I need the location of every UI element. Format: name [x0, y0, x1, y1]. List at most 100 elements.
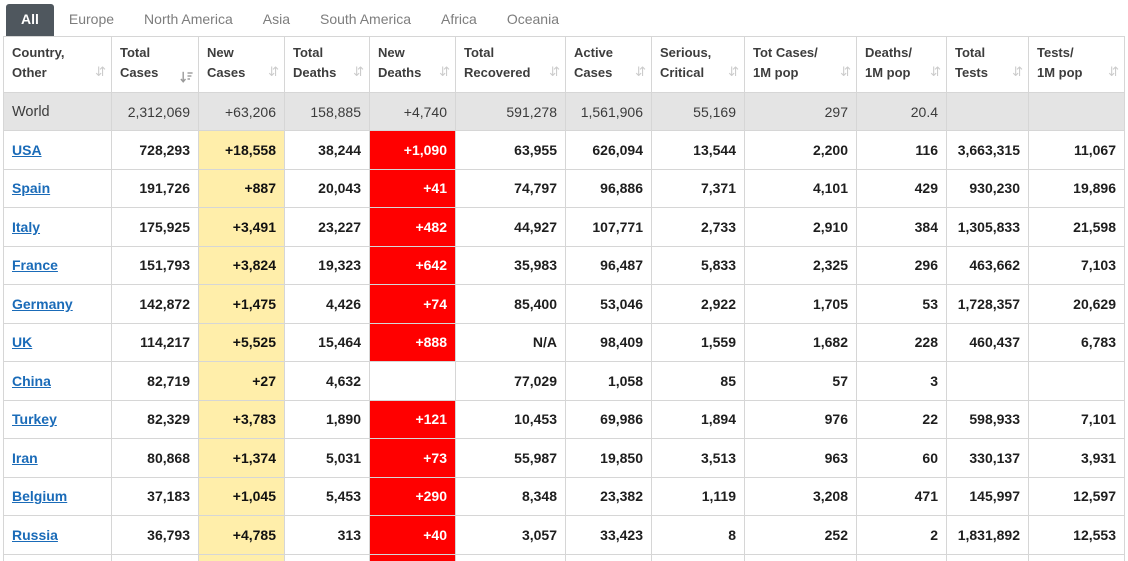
column-header-serious-critical[interactable]: Serious, Critical ⇵: [651, 36, 745, 93]
cell-total-cases: 36,793: [111, 515, 199, 555]
tab-south-america[interactable]: South America: [319, 11, 412, 27]
cell-total-cases: 82,719: [111, 361, 199, 401]
table-header: Country, Other ⇵ Total Cases New Cases ⇵ Total De…: [3, 36, 1125, 93]
cell-total-deaths: 38,244: [284, 130, 370, 170]
country-row: USA 728,293 +18,558 38,244 +1,090 63,955 626,0…: [3, 130, 1125, 170]
cell-total-tests: [946, 92, 1029, 131]
country-link-italy[interactable]: Italy: [12, 218, 41, 235]
cell-tests-per-1m: 19,896: [1028, 168, 1125, 208]
column-header-active-cases[interactable]: Active Cases ⇵: [565, 36, 652, 93]
tab-north-america[interactable]: North America: [144, 11, 233, 27]
row-label: [3, 553, 112, 561]
cell-new-cases: +5,525: [198, 322, 285, 362]
column-header-tests-per-1m[interactable]: Tests/1M pop ⇵: [1028, 36, 1125, 93]
sort-icon[interactable]: ⇵: [635, 65, 646, 80]
cell-serious-critical: 7,371: [651, 168, 745, 208]
cell-active-cases: 96,886: [565, 168, 652, 208]
cell-new-deaths: +73: [369, 438, 456, 478]
sort-icon[interactable]: ⇵: [1012, 65, 1023, 80]
cell-total-tests: 3,663,315: [946, 130, 1029, 170]
country-link-france[interactable]: France: [12, 257, 58, 274]
cell-active-cases: 1,058: [565, 361, 652, 401]
column-header-total-cases[interactable]: Total Cases: [111, 36, 199, 93]
sort-icon[interactable]: ⇵: [95, 65, 106, 80]
tab-oceania[interactable]: Oceania: [506, 11, 559, 27]
cell-total-deaths: 19,323: [284, 245, 370, 285]
column-header-new-cases[interactable]: New Cases ⇵: [198, 36, 285, 93]
country-cell: Russia: [3, 515, 112, 555]
sort-icon[interactable]: ⇵: [268, 65, 279, 80]
column-label: Tot Cases/1M pop: [753, 44, 818, 80]
cell-total-recovered: 44,927: [455, 207, 566, 247]
cell-total-cases: 175,925: [111, 207, 199, 247]
column-header-country[interactable]: Country, Other ⇵: [3, 36, 112, 93]
column-label: Active Cases: [574, 44, 614, 80]
cell-total-cases: 151,793: [111, 245, 199, 285]
country-link-usa[interactable]: USA: [12, 141, 42, 158]
partial-row: [3, 553, 1125, 561]
cell-serious-critical: [651, 553, 745, 561]
row-label: World: [3, 92, 112, 131]
sort-icon[interactable]: ⇵: [1108, 65, 1119, 80]
country-link-spain[interactable]: Spain: [12, 180, 51, 197]
cell-total-cases: 728,293: [111, 130, 199, 170]
sort-icon[interactable]: ⇵: [840, 65, 851, 80]
cell-active-cases: 626,094: [565, 130, 652, 170]
cell-total-deaths: 20,043: [284, 168, 370, 208]
column-header-total-tests[interactable]: Total Tests ⇵: [946, 36, 1029, 93]
column-header-new-deaths[interactable]: New Deaths ⇵: [369, 36, 456, 93]
column-header-total-deaths[interactable]: Total Deaths ⇵: [284, 36, 370, 93]
cell-total-recovered: N/A: [455, 322, 566, 362]
column-header-cases-per-1m[interactable]: Tot Cases/1M pop ⇵: [744, 36, 857, 93]
cell-deaths-per-1m: 384: [856, 207, 947, 247]
sort-icon[interactable]: ⇵: [353, 65, 364, 80]
cell-new-deaths: +482: [369, 207, 456, 247]
tab-all[interactable]: All: [6, 4, 54, 36]
cell-new-cases: +3,783: [198, 399, 285, 439]
country-link-china[interactable]: China: [12, 372, 51, 389]
country-link-turkey[interactable]: Turkey: [12, 411, 57, 428]
column-label: Country, Other: [12, 44, 65, 80]
cell-serious-critical: 55,169: [651, 92, 745, 131]
cell-cases-per-1m: 3,208: [744, 476, 857, 516]
country-link-uk[interactable]: UK: [12, 334, 33, 351]
cell-tests-per-1m: 20,629: [1028, 284, 1125, 324]
cell-new-deaths: +1,090: [369, 130, 456, 170]
column-header-deaths-per-1m[interactable]: Deaths/1M pop ⇵: [856, 36, 947, 93]
sort-icon[interactable]: ⇵: [439, 65, 450, 80]
tab-asia[interactable]: Asia: [262, 11, 290, 27]
sort-icon[interactable]: ⇵: [728, 65, 739, 80]
country-link-iran[interactable]: Iran: [12, 449, 38, 466]
tab-africa[interactable]: Africa: [441, 11, 477, 27]
cell-serious-critical: 2,922: [651, 284, 745, 324]
cell-serious-critical: 2,733: [651, 207, 745, 247]
cell-deaths-per-1m: 296: [856, 245, 947, 285]
tab-europe[interactable]: Europe: [68, 11, 115, 27]
cell-new-cases: +3,824: [198, 245, 285, 285]
cell-total-deaths: 4,426: [284, 284, 370, 324]
sort-icon[interactable]: ⇵: [930, 65, 941, 80]
cell-total-cases: 114,217: [111, 322, 199, 362]
country-row: Turkey 82,329 +3,783 1,890 +121 10,453 69,986 1…: [3, 399, 1125, 439]
header-row: Country, Other ⇵ Total Cases New Cases ⇵ Total De…: [3, 36, 1125, 93]
column-header-total-recovered[interactable]: Total Recovered ⇵: [455, 36, 566, 93]
country-cell: Iran: [3, 438, 112, 478]
cell-cases-per-1m: 2,910: [744, 207, 857, 247]
sort-icon[interactable]: ⇵: [549, 65, 560, 80]
country-link-belgium[interactable]: Belgium: [12, 488, 68, 505]
cell-tests-per-1m: 12,597: [1028, 476, 1125, 516]
cell-new-cases: +4,785: [198, 515, 285, 555]
cell-deaths-per-1m: 429: [856, 168, 947, 208]
cell-active-cases: 53,046: [565, 284, 652, 324]
cell-active-cases: [565, 553, 652, 561]
country-cell: France: [3, 245, 112, 285]
country-link-russia[interactable]: Russia: [12, 526, 58, 543]
column-label: Tests/1M pop: [1037, 44, 1083, 80]
cell-active-cases: 98,409: [565, 322, 652, 362]
cell-deaths-per-1m: 116: [856, 130, 947, 170]
cell-active-cases: 96,487: [565, 245, 652, 285]
sort-desc-icon[interactable]: [180, 71, 193, 84]
country-link-germany[interactable]: Germany: [12, 295, 73, 312]
cell-active-cases: 19,850: [565, 438, 652, 478]
cell-total-tests: 1,728,357: [946, 284, 1029, 324]
